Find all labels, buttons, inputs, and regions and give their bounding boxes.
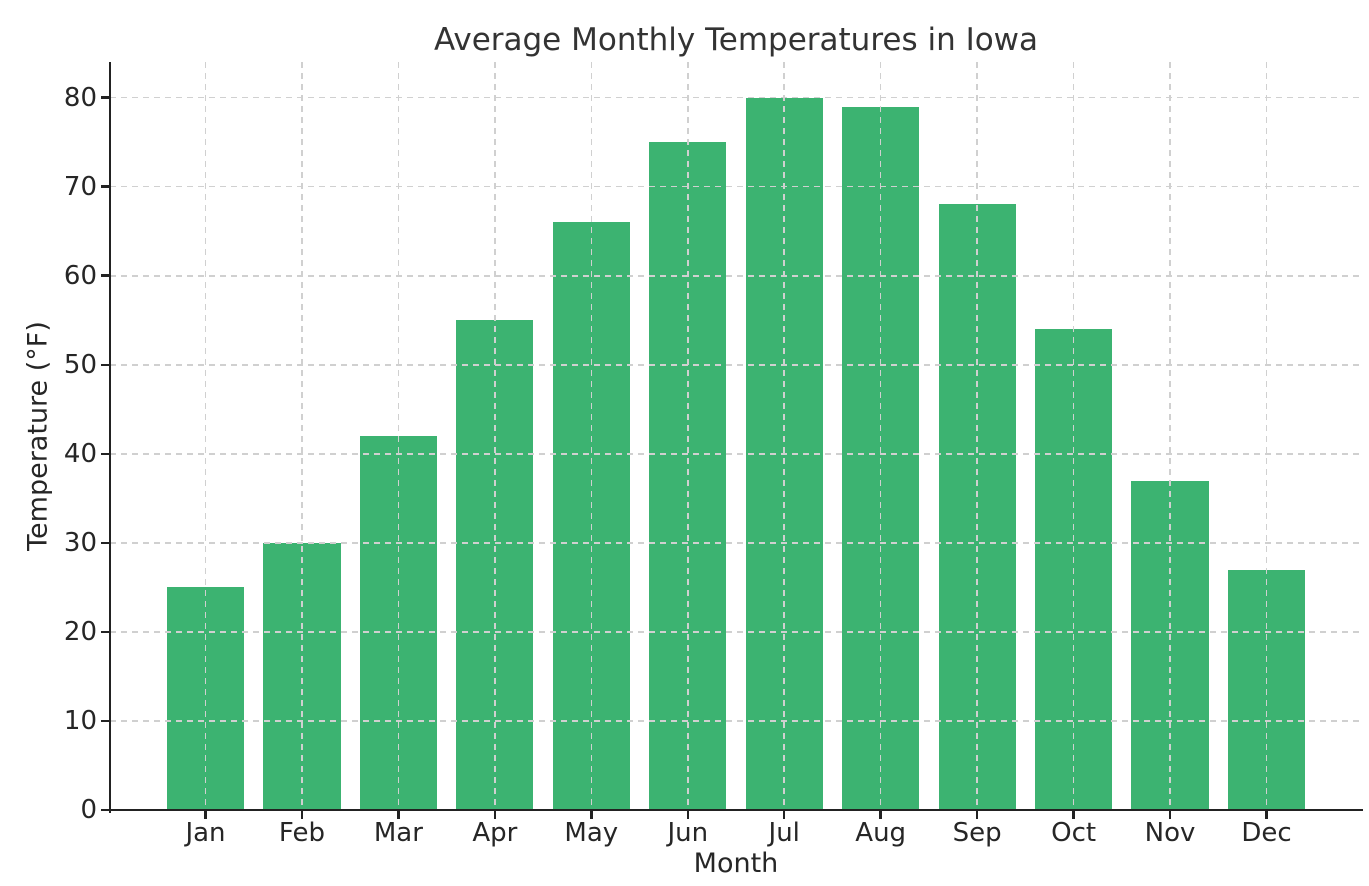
y-tick-label-10: 10	[63, 705, 97, 736]
x-tick-label-may: May	[564, 818, 619, 848]
x-tick-jul	[782, 811, 786, 820]
x-tick-sep	[975, 811, 979, 820]
gridline-x-apr	[494, 62, 496, 810]
gridline-x-sep	[976, 62, 978, 810]
y-tick-label-0: 0	[80, 795, 97, 825]
gridline-x-nov	[1169, 62, 1171, 810]
gridline-y-50	[110, 363, 1362, 366]
gridline-x-oct	[1072, 62, 1075, 810]
y-tick-label-80: 80	[63, 82, 97, 113]
plot-area	[110, 62, 1362, 810]
gridline-x-may	[590, 62, 593, 810]
y-tick-40	[101, 452, 109, 456]
x-tick-label-apr: Apr	[472, 818, 518, 848]
x-tick-may	[590, 811, 593, 820]
gridline-x-jun	[686, 62, 689, 810]
x-tick-jan	[204, 811, 207, 820]
y-tick-label-40: 40	[63, 438, 97, 469]
x-tick-label-feb: Feb	[278, 818, 325, 848]
gridline-y-70	[110, 185, 1362, 188]
y-tick-70	[101, 185, 109, 188]
x-tick-label-nov: Nov	[1144, 818, 1196, 848]
gridline-y-30	[110, 542, 1362, 544]
gridline-x-jan	[204, 62, 207, 810]
gridline-x-jul	[783, 62, 786, 810]
y-tick-label-60: 60	[63, 260, 97, 291]
x-tick-mar	[397, 811, 400, 820]
gridline-x-dec	[1265, 62, 1268, 810]
x-tick-dec	[1265, 811, 1268, 820]
y-tick-label-30: 30	[63, 527, 97, 558]
x-tick-label-aug: Aug	[855, 818, 907, 848]
gridline-y-20	[110, 631, 1362, 633]
gridline-y-80	[110, 96, 1362, 99]
gridline-y-40	[110, 453, 1362, 455]
gridline-y-10	[110, 720, 1362, 722]
y-tick-30	[101, 541, 109, 545]
y-tick-10	[101, 719, 109, 723]
x-tick-aug	[879, 811, 882, 820]
x-tick-label-jan: Jan	[185, 818, 226, 848]
y-tick-label-50: 50	[63, 349, 97, 380]
y-tick-80	[101, 96, 109, 99]
y-axis-spine	[108, 62, 112, 813]
x-tick-label-jun: Jun	[667, 818, 709, 848]
x-tick-label-jul: Jul	[768, 818, 800, 848]
x-tick-feb	[300, 811, 304, 820]
x-tick-oct	[1072, 811, 1075, 820]
x-axis-label: Month	[693, 848, 779, 879]
gridline-x-mar	[397, 62, 400, 810]
chart-title: Average Monthly Temperatures in Iowa	[433, 22, 1039, 58]
y-tick-60	[101, 274, 109, 277]
y-tick-0	[101, 808, 109, 812]
y-tick-label-20: 20	[63, 616, 97, 647]
x-tick-label-mar: Mar	[373, 818, 423, 848]
x-tick-jun	[686, 811, 690, 820]
x-tick-label-oct: Oct	[1051, 818, 1097, 848]
x-tick-nov	[1168, 811, 1172, 820]
x-tick-label-sep: Sep	[952, 818, 1002, 848]
y-tick-20	[101, 630, 109, 634]
gridline-x-feb	[301, 62, 303, 810]
x-tick-apr	[493, 811, 497, 820]
gridline-x-aug	[879, 62, 882, 810]
x-axis-spine	[108, 808, 1364, 812]
y-tick-50	[101, 363, 109, 366]
gridline-y-60	[110, 274, 1362, 277]
y-tick-label-70: 70	[63, 171, 97, 202]
x-tick-label-dec: Dec	[1241, 818, 1292, 848]
